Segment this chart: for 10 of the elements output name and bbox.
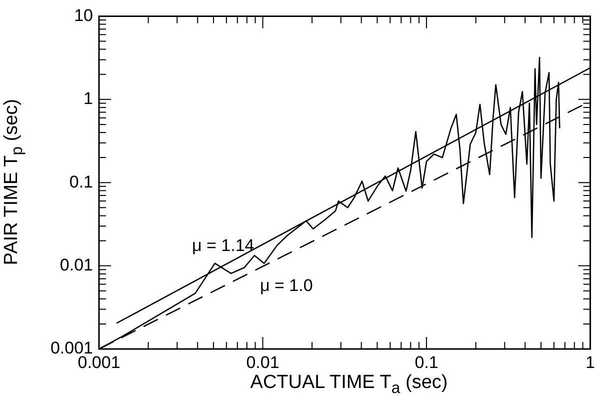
y-tick-label: 1 (84, 89, 93, 108)
y-tick-label: 0.1 (69, 172, 93, 192)
annotation: μ = 1.14 (192, 236, 254, 256)
y-tick-label: 10 (74, 6, 93, 25)
y-tick-label: 0.01 (60, 255, 93, 274)
annotation: μ = 1.0 (260, 276, 313, 296)
x-axis-title: ACTUAL TIME T$_{a}$ (sec) (249, 372, 449, 398)
x-tick-label: 1 (586, 352, 596, 372)
x-tick-label: 0.1 (414, 352, 438, 372)
x-tick-label: 0.01 (246, 352, 280, 372)
